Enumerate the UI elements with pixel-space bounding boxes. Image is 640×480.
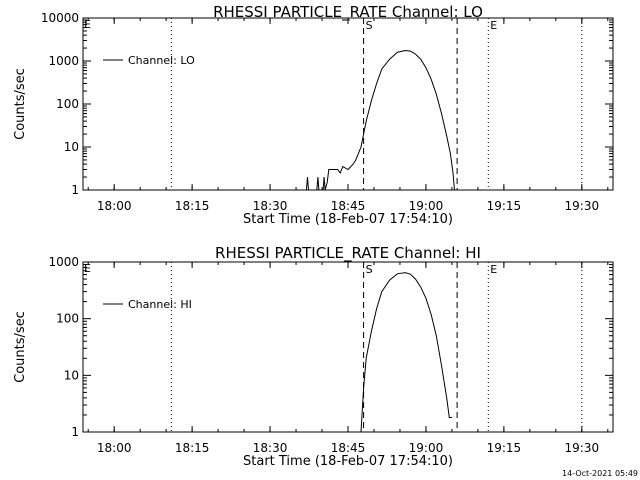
x-tick-label: 19:30: [565, 441, 600, 455]
marker-label: S: [366, 19, 373, 32]
plot-frame: [82, 17, 614, 191]
x-tick-label: 18:30: [253, 199, 288, 213]
y-axis-label: Counts/sec: [13, 311, 28, 383]
panel-2: RHESSI PARTICLE_RATE Channel: HI 18:00 18:…: [13, 244, 614, 469]
marker-label: S: [366, 263, 373, 276]
x-tick-label: 19:15: [487, 441, 522, 455]
y-tick-label: 100: [56, 312, 79, 326]
x-tick-label: 19:00: [409, 441, 444, 455]
x-tick-label: 18:00: [97, 199, 132, 213]
y-axis-label: Counts/sec: [13, 68, 28, 140]
y-tick-label: 10: [64, 368, 79, 382]
x-tick-label: 18:45: [331, 199, 366, 213]
y-tick-label: 1: [71, 183, 79, 197]
x-tick-label: 19:00: [409, 199, 444, 213]
x-axis-label: Start Time (18-Feb-07 17:54:10): [243, 454, 453, 469]
legend-label: Channel: HI: [128, 298, 192, 311]
marker-label: E: [490, 263, 497, 276]
legend-label: Channel: LO: [128, 54, 195, 67]
series-line-1: [305, 49, 455, 191]
chart-title: RHESSI PARTICLE_RATE Channel: LO: [213, 3, 483, 22]
y-tick-label: 10: [64, 140, 79, 154]
x-tick-label: 18:30: [253, 441, 288, 455]
marker-label: E: [490, 19, 497, 32]
x-tick-label: 18:00: [97, 441, 132, 455]
corner-marker-label: E: [84, 262, 91, 275]
x-tick-label: 19:30: [565, 199, 600, 213]
plot-frame: [82, 261, 614, 433]
timestamp-label: 14-Oct-2021 05:49: [562, 469, 638, 478]
y-tick-label: 1: [71, 425, 79, 439]
y-tick-label: 10000: [41, 11, 79, 25]
x-axis-label: Start Time (18-Feb-07 17:54:10): [243, 212, 453, 227]
x-tick-label: 18:45: [331, 441, 366, 455]
y-tick-label: 100: [56, 97, 79, 111]
x-tick-label: 19:15: [487, 199, 522, 213]
x-tick-label: 18:15: [175, 441, 210, 455]
corner-marker-label: E: [84, 18, 91, 31]
x-tick-label: 18:15: [175, 199, 210, 213]
panel-1: RHESSI PARTICLE_RATE Channel: LO 18:00 18:…: [13, 3, 614, 227]
series-line-1: [360, 272, 452, 433]
chart-title: RHESSI PARTICLE_RATE Channel: HI: [215, 244, 481, 263]
y-tick-label: 1000: [48, 255, 79, 269]
y-tick-label: 1000: [48, 54, 79, 68]
